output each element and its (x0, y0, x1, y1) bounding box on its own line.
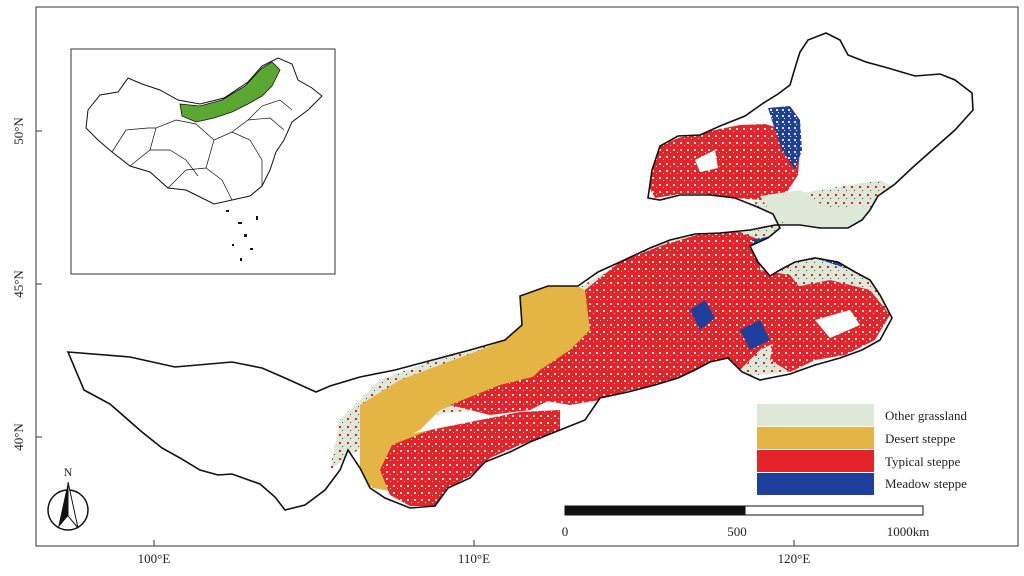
typical-steppe-south (380, 410, 560, 506)
legend-label-other-grassland: Other grassland (885, 408, 967, 423)
other-grassland-fringe (760, 190, 880, 230)
inset-map (70, 48, 336, 275)
north-arrow: N (47, 465, 89, 531)
white-gap-east (815, 310, 860, 338)
axis-ticks (36, 130, 795, 546)
typical-steppe-main (520, 232, 810, 405)
y-tick-label-40: 40°N (11, 423, 26, 451)
legend-swatch-meadow-steppe (757, 473, 874, 495)
meadow-steppe-spot (690, 300, 715, 330)
scale-label-500: 500 (727, 524, 747, 539)
north-label: N (64, 465, 73, 479)
typical-steppe-middle (450, 375, 560, 415)
meadow-steppe-spot-2 (740, 320, 770, 350)
legend-label-desert-steppe: Desert steppe (885, 431, 956, 446)
typical-steppe-north (648, 124, 800, 200)
meadow-steppe-north (768, 106, 802, 170)
scale-label-0: 0 (562, 524, 569, 539)
inset-province-lines (111, 99, 293, 201)
legend-swatch-desert-steppe (757, 427, 874, 449)
legend-label-meadow-steppe: Meadow steppe (885, 476, 967, 491)
inner-mongolia-outline (66, 32, 974, 511)
inner-mongolia-highlight (179, 61, 281, 123)
white-gap-north (695, 150, 718, 172)
y-tick-label-50: 50°N (11, 117, 26, 145)
scale-label-1000km: 1000km (887, 524, 930, 539)
x-tick-label-100: 100°E (138, 551, 171, 566)
legend: Other grassland Desert steppe Typical st… (757, 404, 967, 495)
scale-bar: 0 500 1000km (562, 505, 930, 539)
x-tick-label-110: 110°E (458, 551, 490, 566)
desert-steppe-zone (360, 284, 610, 488)
legend-swatch-typical-steppe (757, 450, 874, 472)
legend-label-typical-steppe: Typical steppe (885, 454, 960, 469)
map-frame (35, 6, 1019, 547)
inset-islands (226, 210, 258, 261)
x-tick-label-120: 120°E (778, 551, 811, 566)
y-tick-label-45: 45°N (11, 270, 26, 298)
legend-swatch-other-grassland (757, 404, 874, 426)
